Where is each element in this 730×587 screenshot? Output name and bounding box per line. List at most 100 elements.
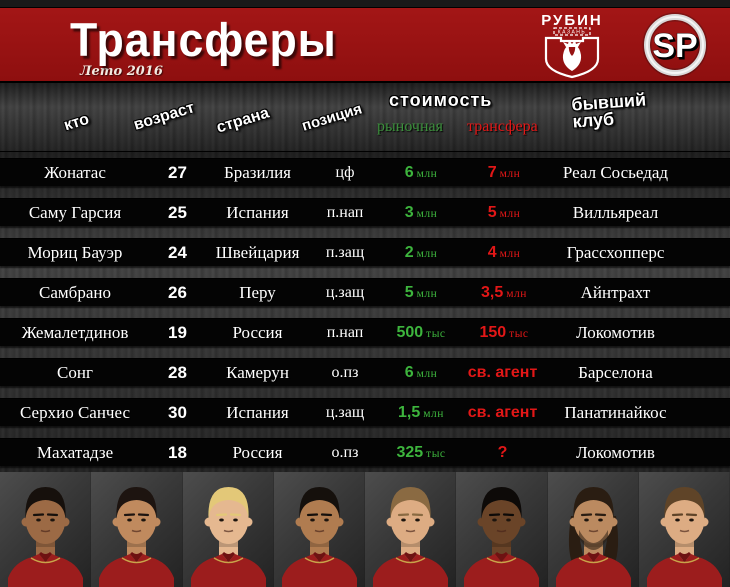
market-amount: 500	[396, 323, 424, 341]
cell-position: п.нап	[326, 323, 364, 341]
cell-market-value: 1,5 млн	[380, 404, 462, 422]
cell-player-name: Серхио Санчес	[20, 402, 130, 422]
cell-transfer-value: св. агент	[462, 364, 546, 382]
market-unit: млн	[416, 207, 438, 220]
sp-logo-text: SP	[652, 27, 697, 65]
page-subtitle: Лето 2016	[80, 64, 163, 79]
table-row: Жонатас 27 Бразилия цф 6 млн 7 млн Реал Сосьедад	[0, 159, 730, 186]
cell-transfer-value: ?	[462, 444, 546, 462]
column-header-country: страна	[214, 104, 272, 137]
cell-market-value: 325 тыс	[380, 444, 462, 462]
cell-former-club: Локомотив	[576, 322, 655, 342]
cell-former-club: Айнтрахт	[580, 282, 651, 302]
market-amount: 6	[404, 363, 414, 381]
player-portrait	[646, 487, 722, 587]
cell-transfer-value: 7 млн	[462, 164, 546, 182]
cell-former-club: Реал Сосьедад	[562, 162, 669, 182]
table-row: Жемалетдинов 19 Россия п.нап 500 тыс 150 тыс Лок…	[0, 319, 730, 346]
title-block: Трансферы Лето 2016	[70, 16, 351, 79]
transfer-amount: 150	[479, 323, 507, 341]
transfer-amount: св. агент	[467, 363, 538, 381]
cell-age: 30	[168, 402, 187, 422]
cell-market-value: 2 млн	[380, 244, 462, 262]
cell-market-value: 3 млн	[380, 204, 462, 222]
cell-former-club: Локомотив	[576, 442, 655, 462]
cell-age: 18	[168, 442, 187, 462]
cell-player-name: Мориц Бауэр	[27, 242, 123, 262]
market-unit: млн	[423, 407, 444, 420]
player-photo	[365, 472, 457, 587]
cell-transfer-value: 150 тыс	[462, 324, 546, 342]
former-club-line2: клуб	[571, 108, 615, 132]
cell-market-value: 6 млн	[380, 164, 462, 182]
cell-position: ц.защ	[325, 283, 365, 301]
cell-transfer-value: 5 млн	[462, 204, 546, 222]
cell-country: Испания	[226, 402, 289, 422]
player-photo	[91, 472, 183, 587]
cell-market-value: 5 млн	[380, 284, 462, 302]
market-unit: тыс	[426, 327, 446, 340]
transfer-table-body: Жонатас 27 Бразилия цф 6 млн 7 млн Реал Сосьедад…	[0, 152, 730, 472]
column-header-market: рыночная	[377, 118, 443, 135]
cell-age: 27	[168, 162, 187, 182]
cell-age: 25	[168, 202, 187, 222]
player-photo	[0, 472, 92, 587]
cell-player-name: Самбрано	[39, 282, 111, 302]
cell-former-club: Грассхопперс	[566, 242, 665, 262]
cell-country: Перу	[239, 282, 276, 302]
market-amount: 6	[404, 163, 414, 181]
cell-player-name: Махатадзе	[36, 442, 114, 462]
transfer-amount: 7	[487, 163, 497, 181]
player-photo	[638, 472, 730, 587]
transfer-amount: 3,5	[481, 283, 504, 301]
transfer-unit: млн	[506, 287, 527, 300]
transfer-unit: тыс	[509, 327, 529, 340]
table-row: Махатадзе 18 Россия о.пз 325 тыс? Локомотив	[0, 439, 730, 466]
transfer-amount: 5	[487, 203, 497, 221]
transfer-unit: млн	[499, 207, 521, 220]
crest-shield-outline	[544, 36, 600, 79]
sp-badge-logo: SP	[642, 12, 708, 78]
cell-former-club: Панатинайкос	[564, 402, 667, 422]
market-unit: млн	[416, 367, 438, 380]
market-unit: млн	[416, 287, 438, 300]
player-portrait	[373, 487, 448, 587]
player-portrait	[464, 487, 540, 587]
table-row: Самбрано 26 Перу ц.защ 5 млн 3,5 млн Айнтрахт	[0, 279, 730, 306]
table-row: Серхио Санчес 30 Испания ц.защ 1,5 млн св. аге…	[0, 399, 730, 426]
market-unit: млн	[416, 247, 438, 260]
masthead: Трансферы Лето 2016 РУБИН КАЗАНЬ SP	[0, 8, 730, 81]
table-row: Мориц Бауэр 24 Швейцария п.защ 2 млн 4 млн Грасс…	[0, 239, 730, 266]
cell-position: п.защ	[325, 243, 365, 261]
cell-position: ц.защ	[325, 403, 365, 421]
cell-player-name: Саму Гарсия	[28, 202, 122, 222]
column-header-who: кто	[61, 110, 92, 135]
transfer-amount: 4	[487, 243, 497, 261]
cell-position: о.пз	[331, 443, 359, 461]
player-photo	[547, 472, 639, 587]
cell-player-name: Сонг	[57, 362, 93, 382]
cell-age: 28	[168, 362, 187, 382]
market-unit: млн	[416, 167, 438, 180]
player-portrait	[281, 487, 357, 587]
cell-market-value: 500 тыс	[380, 324, 462, 342]
player-photo	[456, 472, 548, 587]
cell-player-name: Жонатас	[44, 162, 106, 182]
table-header: кто возраст страна позиция стоимость рын…	[0, 81, 730, 152]
player-photo-strip	[0, 472, 730, 587]
cell-transfer-value: св. агент	[462, 404, 546, 422]
player-photo	[182, 472, 274, 587]
cell-country: Бразилия	[223, 162, 292, 182]
market-amount: 5	[404, 283, 414, 301]
crest-swan-shape	[562, 44, 582, 71]
cell-country: Россия	[232, 322, 283, 342]
column-header-position: позиция	[299, 100, 365, 135]
market-unit: тыс	[426, 447, 446, 460]
cell-market-value: 6 млн	[380, 364, 462, 382]
transfer-amount: ?	[497, 443, 508, 461]
cell-age: 19	[168, 322, 187, 342]
cell-position: п.нап	[326, 203, 364, 221]
column-header-transfer: трансфера	[467, 118, 538, 135]
cell-country: Камерун	[226, 362, 289, 382]
